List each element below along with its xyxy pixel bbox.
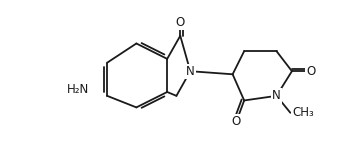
- Text: CH₃: CH₃: [292, 106, 314, 119]
- Text: H₂N: H₂N: [67, 83, 89, 96]
- Text: O: O: [307, 65, 316, 78]
- Text: N: N: [186, 65, 195, 78]
- Text: O: O: [232, 115, 241, 128]
- Text: N: N: [272, 89, 281, 102]
- Text: O: O: [176, 16, 185, 29]
